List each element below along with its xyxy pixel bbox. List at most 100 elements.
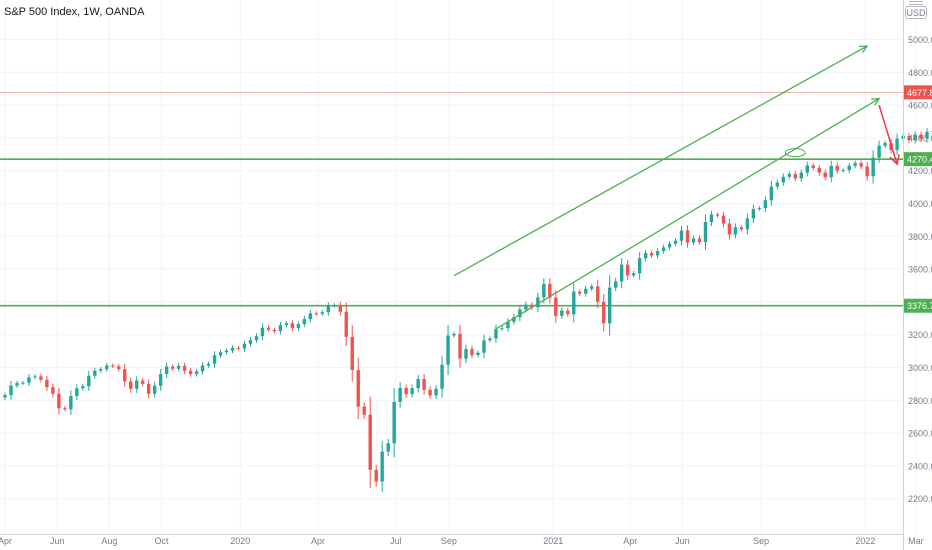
candle-body — [105, 365, 109, 370]
candle-body — [602, 301, 606, 324]
time-tick-label: 2022 — [855, 536, 875, 546]
candle-body — [63, 408, 67, 410]
candle — [506, 318, 510, 332]
time-tick-label: 2021 — [543, 536, 563, 546]
candle-body — [829, 165, 833, 178]
candle-body — [15, 383, 19, 386]
candle-body — [218, 352, 223, 356]
candle — [853, 160, 857, 169]
candle-body — [326, 305, 331, 313]
candle — [679, 225, 684, 246]
candle-body — [691, 238, 696, 243]
price-tick-label: 5000.0 — [908, 35, 932, 45]
candle-body — [422, 378, 426, 390]
candle — [494, 324, 498, 343]
candle — [584, 285, 588, 297]
candle-body — [637, 258, 642, 274]
candle-body — [613, 281, 618, 288]
candle — [895, 133, 899, 155]
candle — [602, 293, 606, 332]
candle — [661, 244, 666, 254]
candle — [548, 278, 552, 304]
time-tick-label: Jun — [675, 536, 690, 546]
candle — [835, 162, 839, 174]
candle — [799, 169, 803, 182]
candle — [476, 350, 480, 358]
last-price-badge: 4677.8 — [907, 88, 932, 98]
forecast-arrow — [878, 104, 898, 165]
candle-body — [278, 325, 283, 332]
candle-body — [847, 165, 851, 171]
trend-channel-arrowhead — [871, 97, 881, 106]
axis-grip-icon[interactable] — [909, 1, 923, 5]
price-tick-label: 3000.0 — [908, 363, 932, 373]
candle — [829, 160, 833, 183]
candle-body — [853, 162, 857, 166]
candle-body — [649, 253, 654, 256]
candle-body — [332, 305, 336, 307]
candle-body — [865, 166, 869, 177]
candle-body — [296, 324, 301, 328]
candle-body — [596, 286, 600, 302]
candle-body — [572, 291, 576, 315]
candle-body — [661, 247, 666, 252]
candle-body — [242, 343, 247, 349]
candle — [332, 303, 336, 308]
candle — [841, 168, 845, 173]
candle — [308, 310, 313, 323]
currency-label[interactable]: USD — [905, 6, 927, 19]
candle-body — [578, 291, 582, 294]
candle — [57, 387, 61, 415]
level-price-badge: 4270.4 — [907, 155, 932, 165]
candle — [338, 301, 342, 316]
candle — [458, 324, 462, 368]
candle — [278, 321, 283, 335]
candle-body — [446, 335, 450, 365]
candle-body — [93, 370, 97, 376]
candle — [117, 363, 121, 372]
price-tick-label: 4200.0 — [908, 166, 932, 176]
candle — [919, 131, 923, 142]
time-tick-label: Mar — [908, 536, 924, 546]
candle — [69, 390, 73, 415]
candle — [619, 258, 624, 289]
candle-body — [685, 230, 690, 243]
candle — [87, 370, 91, 391]
candle-body — [206, 363, 211, 366]
candle-body — [152, 385, 157, 394]
candle — [428, 386, 432, 399]
time-tick-label: 2020 — [230, 536, 250, 546]
candle — [314, 311, 319, 316]
candle — [607, 275, 612, 336]
candle — [733, 223, 738, 239]
price-tick-label: 3800.0 — [908, 232, 932, 242]
candle-body — [625, 264, 630, 276]
candle — [655, 248, 660, 259]
price-tick-label: 2600.0 — [908, 429, 932, 439]
candle-body — [45, 379, 49, 388]
candle — [913, 131, 917, 144]
candle-body — [476, 352, 480, 356]
candle — [709, 210, 714, 226]
candle — [643, 249, 648, 262]
candle — [883, 140, 887, 149]
candle — [482, 334, 486, 359]
candle-body — [566, 310, 570, 315]
candle — [176, 363, 181, 372]
candle — [129, 377, 133, 393]
candle — [188, 368, 193, 377]
candle — [817, 164, 821, 176]
time-tick-label: Aug — [101, 536, 117, 546]
candle-body — [643, 253, 648, 259]
time-tick-label: Apr — [623, 536, 637, 546]
candle-body — [117, 366, 121, 370]
candle — [51, 383, 55, 398]
candle-body — [182, 365, 187, 371]
price-axis[interactable]: 5000.0 4800.0 4600.0 4400.0 4200.0 4000.0 3800… — [903, 0, 932, 550]
candle-body — [111, 365, 115, 367]
time-axis[interactable]: Apr Jun Aug Oct 2020 Apr Jul Sep 2021 Apr Jun Sep 20… — [0, 534, 932, 547]
candle — [380, 441, 384, 493]
price-tick-label: 3200.0 — [908, 330, 932, 340]
candle — [554, 290, 558, 323]
